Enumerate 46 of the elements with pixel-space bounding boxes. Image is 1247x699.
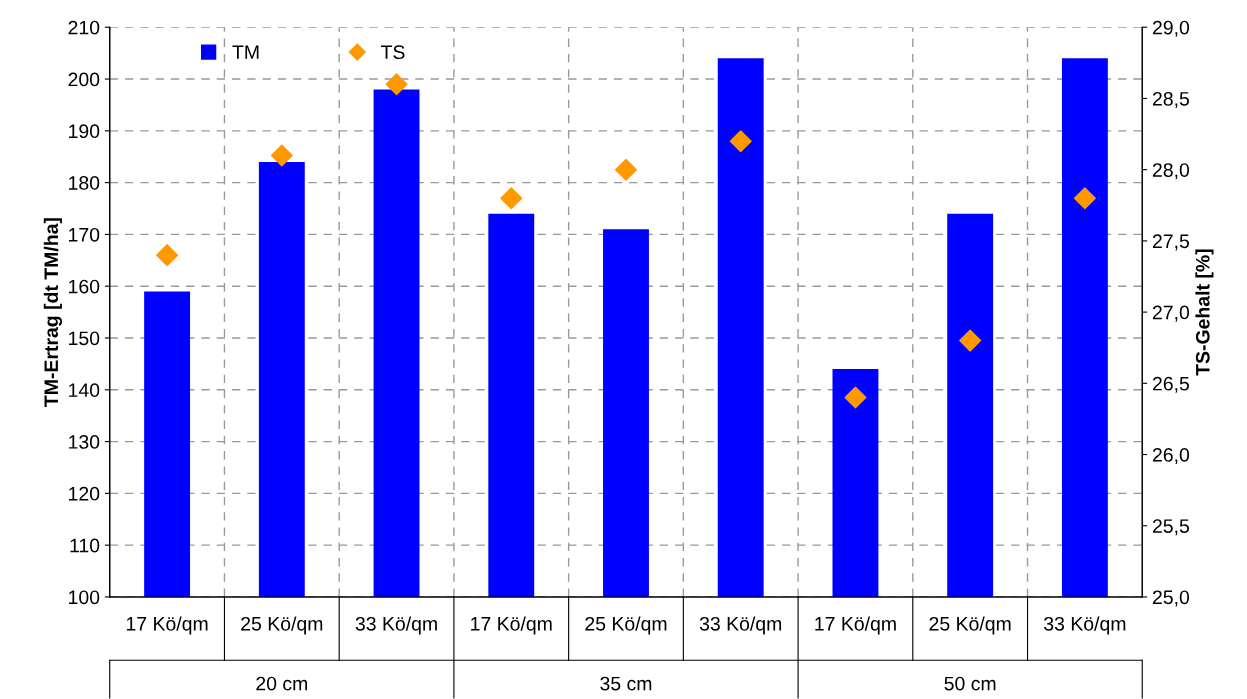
text: 20 cm bbox=[256, 676, 308, 691]
legend-label: TM bbox=[232, 45, 259, 59]
y-tick-label: 170 bbox=[69, 227, 100, 242]
y2-tick-label: 29,0 bbox=[1152, 20, 1190, 37]
point bbox=[500, 187, 523, 210]
point bbox=[844, 386, 867, 409]
y2-tick-label: 27,0 bbox=[1152, 305, 1190, 322]
point bbox=[385, 73, 408, 96]
y-tick-label: 130 bbox=[69, 435, 100, 449]
y2-tick-label: 26,5 bbox=[1152, 376, 1189, 393]
y-tick-label: 100 bbox=[69, 590, 100, 605]
x-tick-label: 17 Kö/qm bbox=[471, 616, 552, 635]
x-tick-label: 33 Kö/qm bbox=[699, 616, 782, 635]
y2-tick-label: 27,5 bbox=[1152, 234, 1189, 251]
point bbox=[614, 158, 637, 181]
y2-tick-label: 26,0 bbox=[1152, 447, 1190, 465]
y-axis-title: TM-Ertrag [dt TM/ha] bbox=[43, 218, 63, 407]
point bbox=[156, 244, 179, 267]
y2-tick-label: 28,0 bbox=[1152, 163, 1190, 180]
x-tick-label: 25 Kö/qm bbox=[241, 616, 323, 635]
point bbox=[959, 329, 982, 352]
y2-tick-label: 25,0 bbox=[1152, 590, 1190, 607]
point bbox=[270, 144, 293, 167]
legend-label: TS bbox=[381, 45, 405, 60]
x-tick-label: 33 Kö/qm bbox=[355, 616, 437, 635]
y-tick-label: 210 bbox=[68, 20, 100, 35]
y-tick-label: 150 bbox=[69, 331, 100, 346]
text: 35 cm bbox=[600, 676, 652, 691]
x-tick-label: 17 Kö/qm bbox=[126, 616, 208, 635]
y-tick-label: 190 bbox=[69, 124, 100, 139]
point bbox=[1073, 187, 1096, 210]
y-tick-label: 180 bbox=[69, 176, 100, 190]
y-tick-label: 140 bbox=[69, 383, 100, 398]
x-tick-label: 25 Kö/qm bbox=[929, 616, 1011, 635]
x-tick-label: 33 Kö/qm bbox=[1044, 616, 1126, 635]
y2-tick-label: 28,5 bbox=[1152, 91, 1189, 109]
point bbox=[729, 130, 752, 153]
y-tick-label: 200 bbox=[68, 72, 100, 87]
y-tick-label: 110 bbox=[70, 538, 100, 553]
x-tick-label: 25 Kö/qm bbox=[585, 616, 667, 635]
x-tick-label: 17 Kö/qm bbox=[815, 616, 896, 635]
text: 50 cm bbox=[944, 676, 996, 691]
y2-tick-label: 25,5 bbox=[1152, 519, 1189, 536]
y-tick-label: 120 bbox=[69, 486, 100, 501]
y-tick-label: 160 bbox=[69, 279, 100, 294]
y2-axis-title: TS-Gehalt [%] bbox=[1195, 249, 1214, 376]
